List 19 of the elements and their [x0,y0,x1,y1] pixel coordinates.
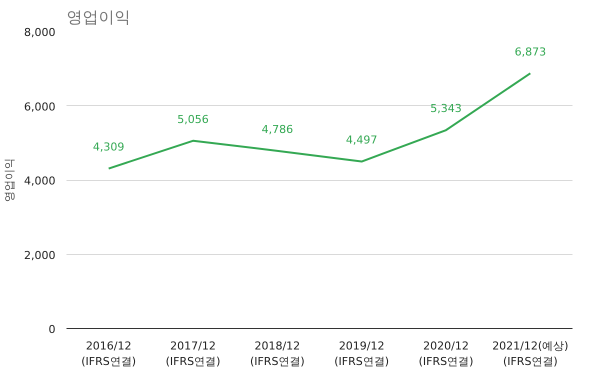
y-axis-title: 영업이익 [3,158,16,202]
text: 5,056 [177,112,209,126]
x-tick-label: 2019/12 (IFRS연결) [334,340,390,368]
text: 5,343 [430,102,462,116]
x-tick-label: 2016/12 (IFRS연결) [81,340,136,368]
chart-title: 영업이익 [66,8,130,26]
text: 6,873 [514,45,546,58]
text: 4,786 [262,122,294,136]
x-tick-label: 2017/12 (IFRS연결) [166,340,220,368]
text: 4,497 [346,134,378,147]
y-tick-label: 8,000 [24,26,56,39]
y-tick-label: 2,000 [24,248,56,262]
x-tick-label: 2020/12 (IFRS연결) [418,340,474,368]
y-tick-label: 4,000 [24,174,56,188]
y-tick-label: 6,000 [24,100,56,114]
y-tick-label: 0 [48,323,56,336]
x-tick-label: 2021/12(예상) (IFRS연결) [492,340,568,368]
text: 4,309 [92,140,124,154]
x-tick-label: 2018/12 (IFRS연결) [250,340,305,368]
